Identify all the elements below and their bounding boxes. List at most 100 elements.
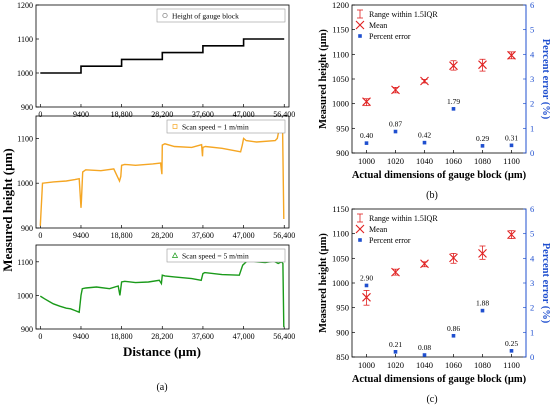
y2-tick-label: 2 [530,303,534,313]
x-tick-label: 1040 [416,360,433,370]
legend-marker [355,224,365,234]
y-tick-label: 1050 [332,74,349,84]
percent-error-label: 1.79 [447,97,460,106]
x-tick-label: 1020 [387,360,404,370]
y-tick-label: 900 [336,327,349,337]
panel-c: 850 900 950 1000 1050 1100 1150 0 1 2 3 4 5 6 1000 1020… [318,204,550,385]
y2-tick-label: 1 [530,123,534,133]
y-tick-label: 900 [21,325,33,334]
y-axis-label: Measured height (µm) [318,29,329,129]
y-tick-label: 1000 [17,69,33,78]
y-tick-label: 1150 [332,25,349,35]
x-tick-label: 56,400 [273,332,295,341]
percent-error-label: 0.86 [447,324,460,333]
legend-marker [162,12,168,19]
x-tick-label: 37,600 [192,231,214,240]
x-tick-label: 1080 [474,360,491,370]
mean-marker [362,292,371,302]
x-axis-label: Actual dimensions of gauge block (µm) [352,170,527,181]
legend-label: Percent error [369,236,411,245]
percent-error-marker [509,349,514,353]
percent-error-label: 0.42 [418,131,431,140]
legend-label: Height of gauge block [172,12,239,21]
y-tick-label: 1000 [17,179,33,188]
mean-marker [420,259,429,269]
mean-marker [420,76,429,86]
y2-axis-label: Percent error (%) [540,243,550,324]
percent-error-marker [393,129,398,134]
percent-error-marker [451,107,456,111]
percent-error-label: 0.08 [418,343,431,352]
x-tick-label: 0 [38,231,42,240]
x-tick-label: 1060 [445,156,462,166]
x-tick-label: 56,400 [273,231,295,240]
x-tick-label: 28,200 [151,110,173,119]
x-tick-label: 0 [38,110,42,119]
percent-error-marker [422,353,427,357]
y2-tick-label: 2 [530,99,534,109]
legend-label: Range within 1.5IQR [369,10,438,19]
percent-error-label: 0.31 [505,133,518,142]
y2-tick-label: 6 [530,0,534,10]
y-tick-label: 1200 [17,1,33,10]
y-tick-label: 900 [21,224,33,233]
left-ylabel: Measured height (µm) [0,148,15,272]
percent-error-label: 0.21 [389,340,402,349]
percent-error-label: 0.29 [476,134,489,143]
y2-axis-label: Percent error (%) [540,39,550,120]
legend-box [166,248,286,263]
legend-label: Mean [369,21,387,30]
percent-error-marker [364,141,369,145]
legend-label: Mean [369,225,387,234]
legend-marker [171,252,179,258]
x-tick-label: 9400 [73,231,89,240]
legend-box [156,8,286,23]
y-tick-label: 1000 [17,291,33,300]
percent-error-marker [422,140,427,145]
series-line [40,38,285,74]
series-line [39,259,285,328]
y2-tick-label: 4 [530,49,535,59]
x-axis-label: Actual dimensions of gauge block (µm) [352,374,527,385]
percent-error-label: 2.90 [360,273,373,282]
x-tick-label: 28,200 [151,231,173,240]
y-tick-label: 950 [336,123,349,133]
legend-marker [358,34,362,38]
x-tick-label: 47,000 [233,110,255,119]
percent-error-marker [509,143,514,148]
legend-label: Scan speed = 1 m/min [182,123,249,132]
percent-error-marker [364,283,369,288]
panel-b: 900 950 1000 1050 1100 1150 1200 0 1 2 3 4 5 6 1000 102… [318,0,550,181]
y2-tick-label: 3 [530,74,534,84]
y-tick-label: 1150 [332,204,349,214]
x-tick-label: 47,000 [233,231,255,240]
y-tick-label: 1000 [332,99,349,109]
mean-marker [449,253,458,263]
y2-tick-label: 4 [530,253,535,263]
legend-label: Percent error [369,32,411,41]
x-tick-label: 56,400 [273,110,295,119]
x-tick-label: 1100 [503,156,520,166]
y-tick-label: 900 [21,103,33,112]
y2-tick-label: 5 [530,25,534,35]
y-tick-label: 1100 [17,258,33,267]
legend-marker [172,124,178,129]
y2-tick-label: 1 [530,327,534,337]
y-tick-label: 1050 [332,253,349,263]
mean-marker [507,230,516,240]
percent-error-label: 0.87 [389,120,402,129]
legend-marker [355,20,365,30]
x-tick-label: 0 [38,332,42,341]
series-line [39,122,285,226]
y2-tick-label: 6 [530,204,534,214]
percent-error-marker [480,308,485,313]
percent-error-marker [480,144,485,148]
percent-error-label: 0.25 [505,339,518,348]
x-tick-label: 1040 [416,156,433,166]
y2-tick-label: 3 [530,278,534,288]
x-tick-label: 37,600 [192,332,214,341]
percent-error-label: 0.40 [360,131,373,140]
y-tick-label: 1200 [332,0,349,10]
x-tick-label: 1060 [445,360,462,370]
